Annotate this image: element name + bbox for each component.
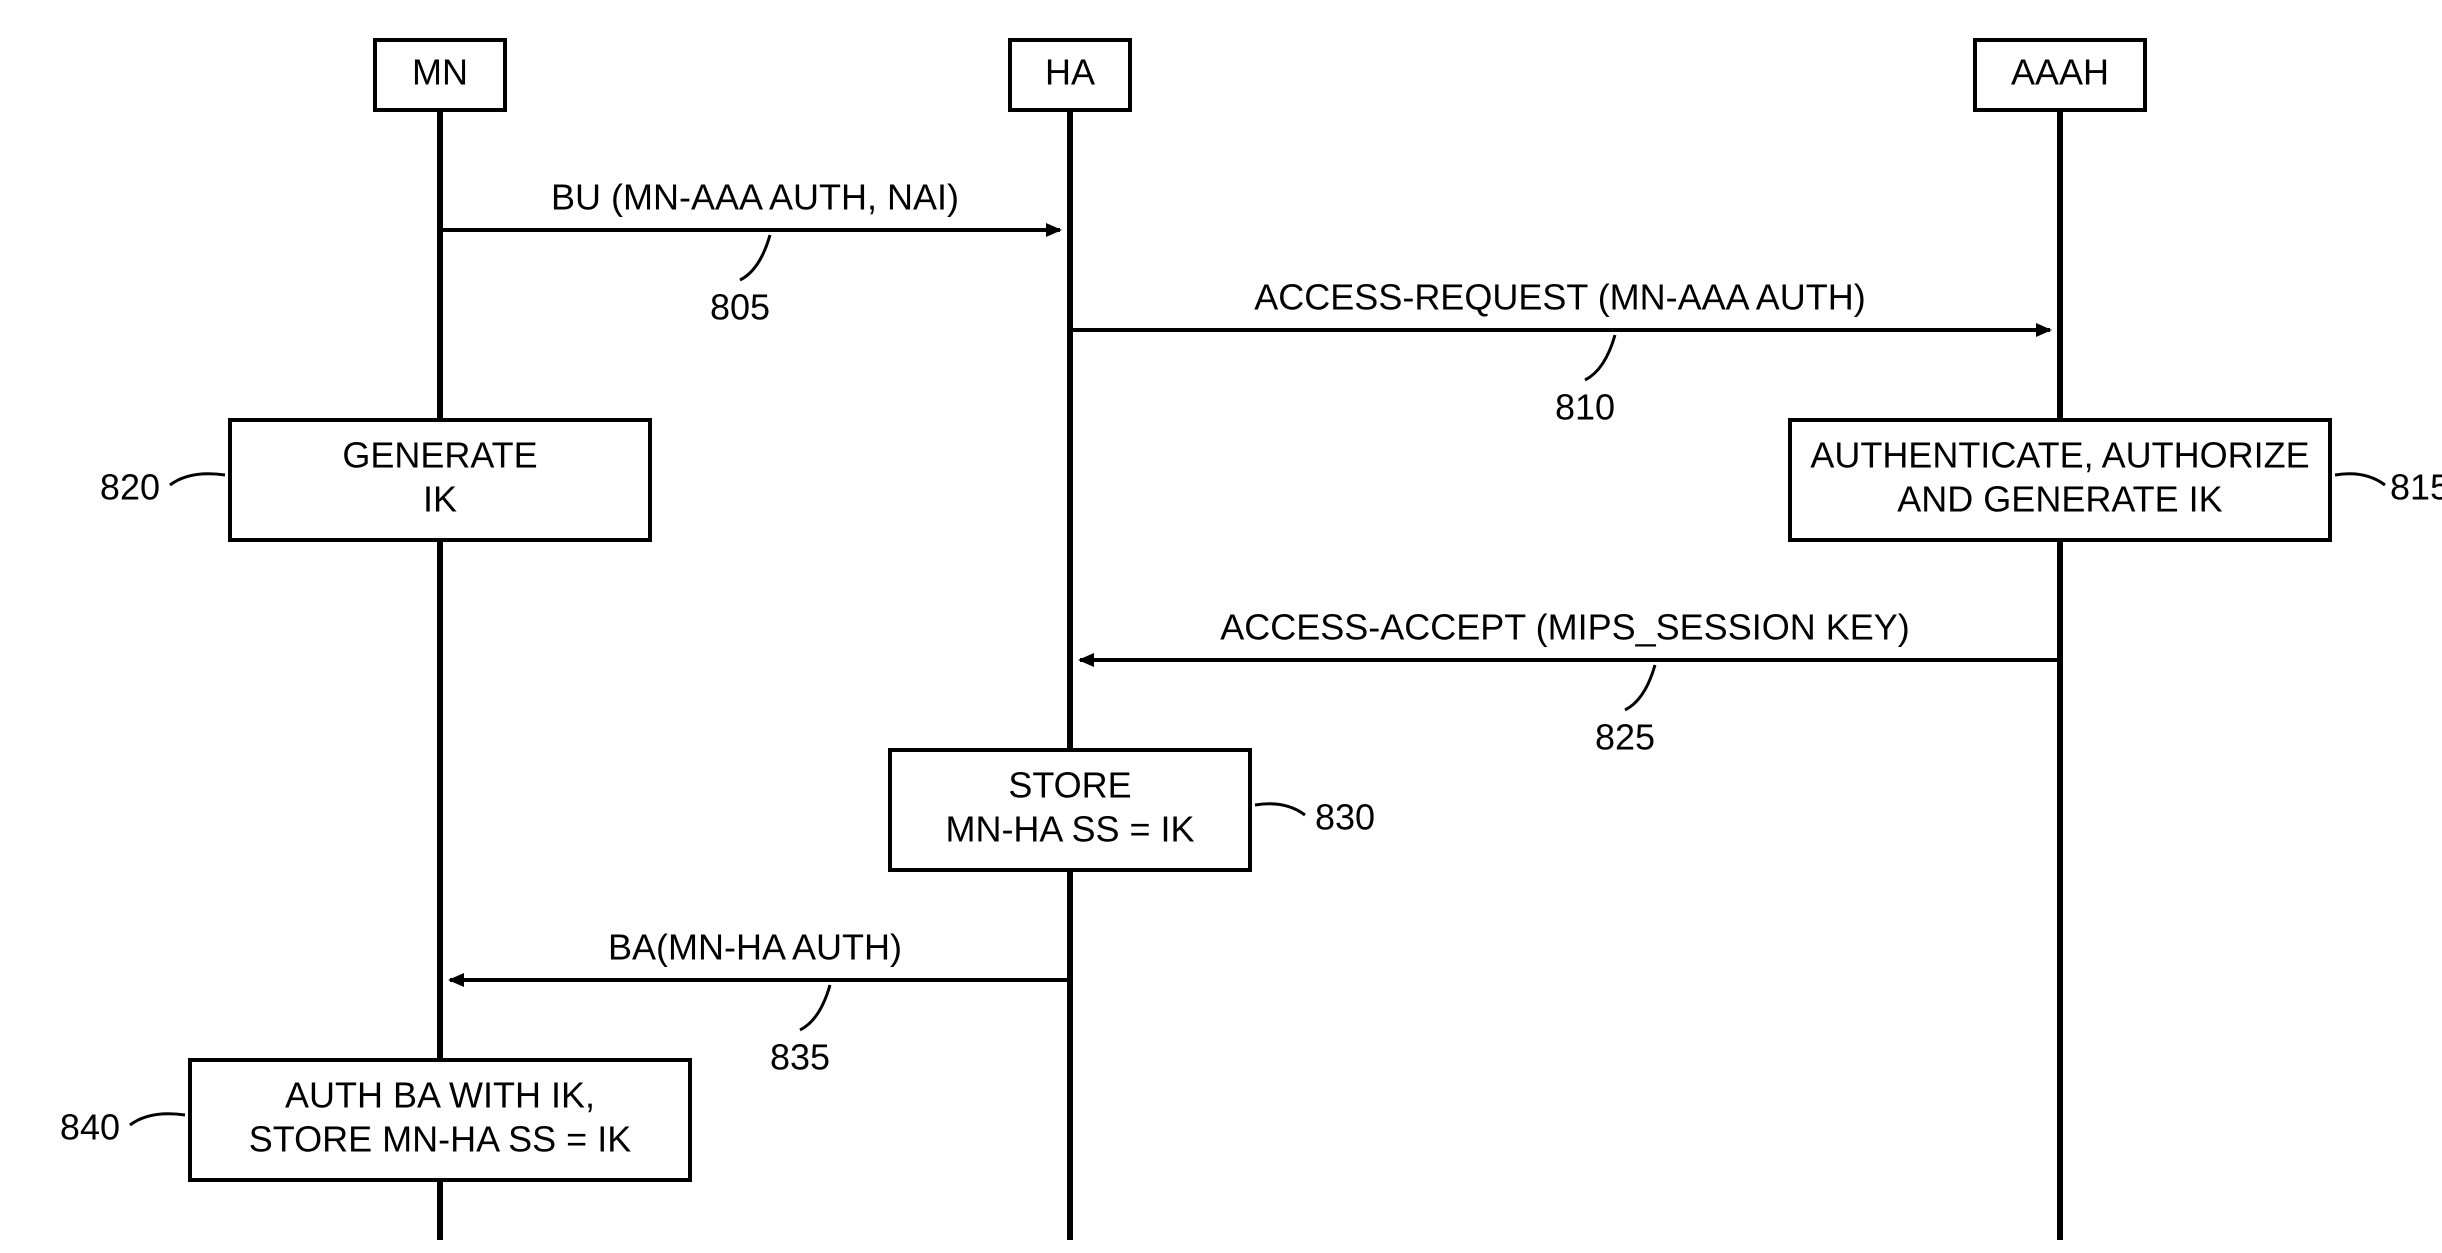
activity-820-line1: GENERATE	[342, 435, 537, 476]
message-825: ACCESS-ACCEPT (MIPS_SESSION KEY) 825	[1080, 607, 2060, 758]
message-825-label: ACCESS-ACCEPT (MIPS_SESSION KEY)	[1220, 607, 1910, 648]
message-835-label: BA(MN-HA AUTH)	[608, 927, 902, 968]
activity-820-ref: 820	[100, 467, 160, 508]
activity-830-line1: STORE	[1008, 765, 1131, 806]
participant-aaah-label: AAAH	[2011, 52, 2109, 93]
message-810-label: ACCESS-REQUEST (MN-AAA AUTH)	[1254, 277, 1865, 318]
message-810: ACCESS-REQUEST (MN-AAA AUTH) 810	[1070, 277, 2050, 428]
message-805-label: BU (MN-AAA AUTH, NAI)	[551, 177, 959, 218]
activity-815: AUTHENTICATE, AUTHORIZE AND GENERATE IK …	[1790, 420, 2442, 540]
activity-830: STORE MN-HA SS = IK 830	[890, 750, 1375, 870]
message-810-ref: 810	[1555, 387, 1615, 428]
activity-820: GENERATE IK 820	[100, 420, 650, 540]
participant-ha-label: HA	[1045, 52, 1095, 93]
participant-ha: HA	[1010, 40, 1130, 1240]
message-825-ref: 825	[1595, 717, 1655, 758]
activity-830-line2: MN-HA SS = IK	[945, 809, 1194, 850]
message-835: BA(MN-HA AUTH) 835	[450, 927, 1070, 1078]
message-805-ref: 805	[710, 287, 770, 328]
activity-840-ref: 840	[60, 1107, 120, 1148]
activity-820-line2: IK	[423, 479, 457, 520]
activity-815-line2: AND GENERATE IK	[1897, 479, 2222, 520]
message-835-ref: 835	[770, 1037, 830, 1078]
activity-840-line1: AUTH BA WITH IK,	[285, 1075, 595, 1116]
participant-aaah: AAAH	[1975, 40, 2145, 1240]
activity-815-line1: AUTHENTICATE, AUTHORIZE	[1810, 435, 2309, 476]
participant-mn-label: MN	[412, 52, 468, 93]
activity-815-ref: 815	[2390, 467, 2442, 508]
activity-830-ref: 830	[1315, 797, 1375, 838]
activity-840-line2: STORE MN-HA SS = IK	[249, 1119, 631, 1160]
activity-840: AUTH BA WITH IK, STORE MN-HA SS = IK 840	[60, 1060, 690, 1180]
message-805: BU (MN-AAA AUTH, NAI) 805	[440, 177, 1060, 328]
